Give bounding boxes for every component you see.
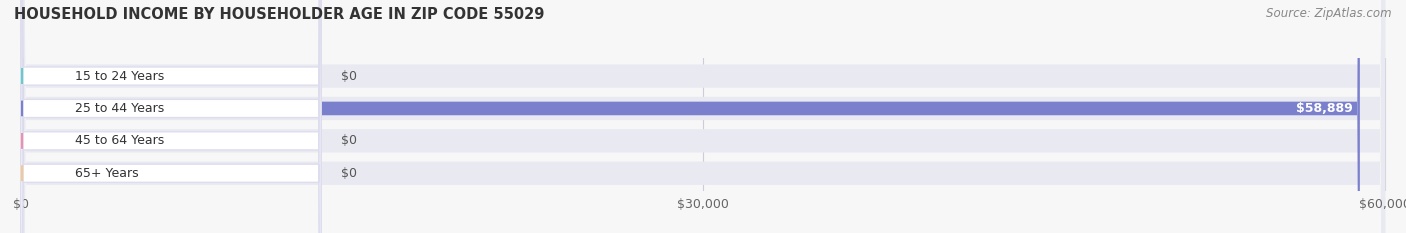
FancyBboxPatch shape <box>21 69 76 83</box>
FancyBboxPatch shape <box>21 0 321 233</box>
FancyBboxPatch shape <box>21 0 1385 233</box>
Text: $0: $0 <box>342 134 357 147</box>
Text: 25 to 44 Years: 25 to 44 Years <box>75 102 165 115</box>
FancyBboxPatch shape <box>21 134 76 148</box>
Text: 15 to 24 Years: 15 to 24 Years <box>75 70 165 82</box>
FancyBboxPatch shape <box>21 166 76 180</box>
Text: $0: $0 <box>342 167 357 180</box>
FancyBboxPatch shape <box>21 0 1385 233</box>
Text: $58,889: $58,889 <box>1296 102 1353 115</box>
Text: 45 to 64 Years: 45 to 64 Years <box>75 134 165 147</box>
FancyBboxPatch shape <box>21 0 321 233</box>
Text: $0: $0 <box>342 70 357 82</box>
FancyBboxPatch shape <box>21 0 321 233</box>
Text: Source: ZipAtlas.com: Source: ZipAtlas.com <box>1267 7 1392 20</box>
FancyBboxPatch shape <box>21 0 1385 233</box>
Text: 65+ Years: 65+ Years <box>75 167 139 180</box>
FancyBboxPatch shape <box>21 0 1385 233</box>
FancyBboxPatch shape <box>21 0 321 233</box>
FancyBboxPatch shape <box>21 0 1360 233</box>
Text: HOUSEHOLD INCOME BY HOUSEHOLDER AGE IN ZIP CODE 55029: HOUSEHOLD INCOME BY HOUSEHOLDER AGE IN Z… <box>14 7 544 22</box>
